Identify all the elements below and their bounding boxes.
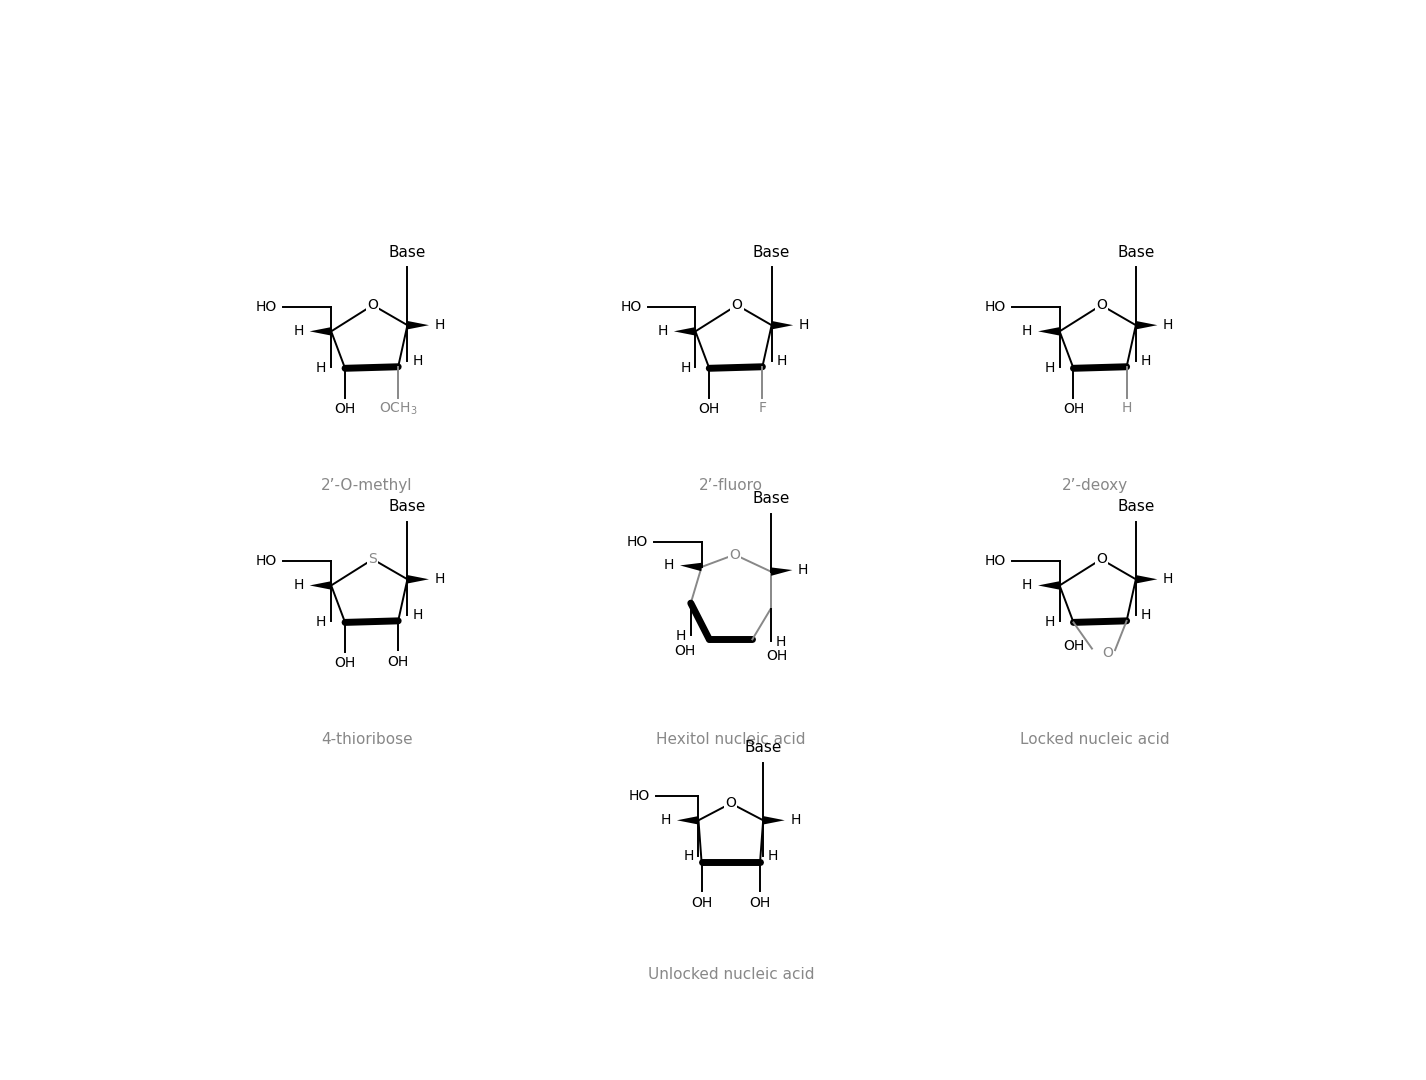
- Text: H: H: [435, 572, 445, 586]
- Text: H: H: [777, 354, 787, 368]
- Polygon shape: [1038, 581, 1060, 590]
- Text: O: O: [368, 298, 378, 312]
- Text: H: H: [1022, 324, 1032, 338]
- Text: H: H: [412, 608, 422, 622]
- Polygon shape: [309, 581, 331, 590]
- Text: HO: HO: [257, 554, 277, 568]
- Polygon shape: [770, 567, 793, 576]
- Polygon shape: [1038, 327, 1060, 336]
- Text: Unlocked nucleic acid: Unlocked nucleic acid: [647, 967, 814, 982]
- Text: O: O: [1095, 298, 1107, 312]
- Text: OH: OH: [1062, 402, 1084, 416]
- Text: OCH$_3$: OCH$_3$: [379, 400, 418, 417]
- Text: H: H: [317, 615, 327, 629]
- Polygon shape: [771, 321, 793, 329]
- Polygon shape: [1137, 321, 1158, 329]
- Polygon shape: [408, 575, 429, 583]
- Text: H: H: [1022, 579, 1032, 593]
- Text: H: H: [294, 324, 304, 338]
- Text: H: H: [662, 813, 672, 827]
- Polygon shape: [674, 327, 696, 336]
- Text: OH: OH: [335, 402, 355, 416]
- Text: HO: HO: [620, 299, 642, 313]
- Text: H: H: [1044, 615, 1055, 629]
- Text: H: H: [1141, 354, 1151, 368]
- Text: OH: OH: [335, 657, 355, 671]
- Text: Base: Base: [389, 499, 426, 514]
- Polygon shape: [763, 816, 784, 824]
- Text: OH: OH: [388, 654, 409, 669]
- Polygon shape: [1137, 575, 1158, 583]
- Text: H: H: [1141, 608, 1151, 622]
- Text: H: H: [1044, 361, 1055, 375]
- Text: Base: Base: [753, 245, 790, 259]
- Text: S: S: [368, 552, 376, 566]
- Text: F: F: [759, 402, 766, 416]
- Text: Locked nucleic acid: Locked nucleic acid: [1020, 732, 1169, 746]
- Text: Base: Base: [389, 245, 426, 259]
- Polygon shape: [309, 327, 331, 336]
- Text: O: O: [1095, 552, 1107, 566]
- Text: O: O: [729, 548, 740, 562]
- Text: O: O: [1102, 646, 1112, 660]
- Polygon shape: [677, 816, 699, 824]
- Text: Hexitol nucleic acid: Hexitol nucleic acid: [656, 732, 806, 746]
- Text: H: H: [799, 319, 809, 333]
- Text: 2’-deoxy: 2’-deoxy: [1062, 477, 1128, 492]
- Text: H: H: [317, 361, 327, 375]
- Text: OH: OH: [1062, 638, 1084, 652]
- Polygon shape: [680, 563, 702, 571]
- Text: HO: HO: [257, 299, 277, 313]
- Text: Base: Base: [744, 740, 781, 755]
- Text: H: H: [1164, 319, 1174, 333]
- Text: H: H: [657, 324, 669, 338]
- Text: H: H: [683, 850, 693, 864]
- Text: 4-thioribose: 4-thioribose: [321, 732, 412, 746]
- Text: H: H: [294, 579, 304, 593]
- Text: H: H: [680, 361, 690, 375]
- Text: H: H: [769, 850, 779, 864]
- Text: HO: HO: [626, 536, 647, 550]
- Text: OH: OH: [766, 649, 787, 663]
- Text: O: O: [726, 796, 736, 810]
- Text: OH: OH: [699, 402, 720, 416]
- Text: H: H: [790, 813, 800, 827]
- Text: Base: Base: [752, 491, 790, 507]
- Text: H: H: [412, 354, 422, 368]
- Text: H: H: [1121, 402, 1132, 416]
- Text: 2’-fluoro: 2’-fluoro: [699, 477, 763, 492]
- Polygon shape: [408, 321, 429, 329]
- Text: Base: Base: [1117, 245, 1155, 259]
- Text: Base: Base: [1117, 499, 1155, 514]
- Text: H: H: [776, 635, 786, 649]
- Text: H: H: [799, 563, 809, 577]
- Text: OH: OH: [674, 644, 696, 658]
- Text: O: O: [732, 298, 743, 312]
- Text: HO: HO: [629, 788, 650, 802]
- Text: H: H: [435, 319, 445, 333]
- Text: H: H: [676, 630, 686, 644]
- Text: H: H: [665, 558, 674, 572]
- Text: 2’-O-methyl: 2’-O-methyl: [321, 477, 412, 492]
- Text: HO: HO: [984, 299, 1005, 313]
- Text: OH: OH: [692, 895, 712, 909]
- Text: H: H: [1164, 572, 1174, 586]
- Text: OH: OH: [750, 895, 770, 909]
- Text: HO: HO: [984, 554, 1005, 568]
